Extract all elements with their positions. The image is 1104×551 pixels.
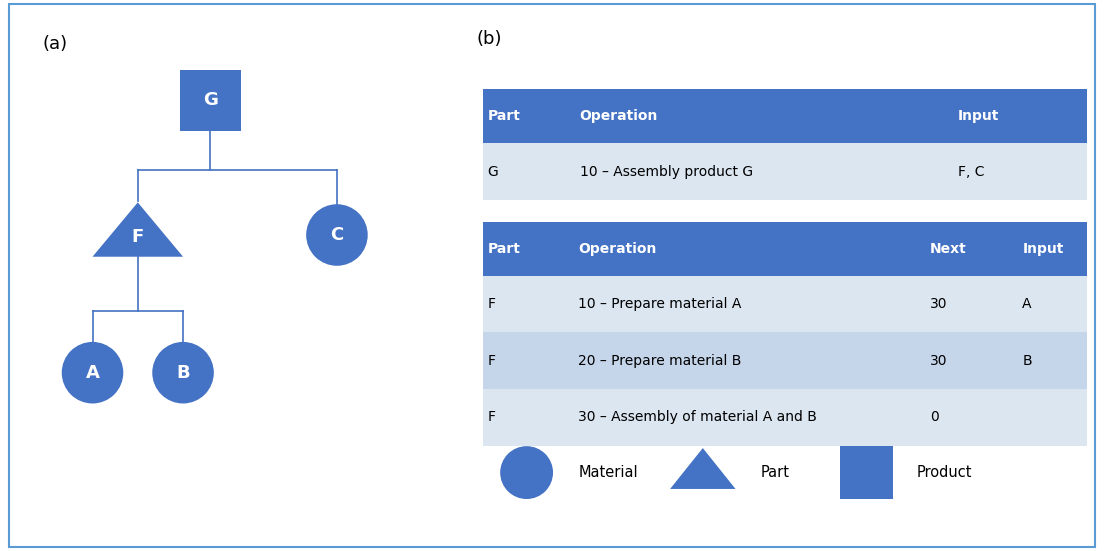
Text: Part: Part	[487, 241, 520, 256]
FancyBboxPatch shape	[180, 69, 241, 131]
FancyBboxPatch shape	[1018, 276, 1086, 332]
Text: Operation: Operation	[577, 241, 656, 256]
Text: (a): (a)	[43, 35, 67, 53]
FancyBboxPatch shape	[552, 332, 923, 389]
FancyBboxPatch shape	[552, 276, 923, 332]
Text: A: A	[86, 364, 99, 382]
Text: G: G	[487, 165, 498, 179]
Text: 10 – Assembly product G: 10 – Assembly product G	[580, 165, 753, 179]
FancyBboxPatch shape	[1018, 389, 1086, 446]
FancyBboxPatch shape	[482, 332, 552, 389]
Text: 20 – Prepare material B: 20 – Prepare material B	[577, 354, 741, 368]
FancyBboxPatch shape	[1018, 222, 1086, 276]
Text: G: G	[203, 91, 217, 109]
FancyBboxPatch shape	[482, 143, 552, 200]
Text: 30: 30	[930, 297, 947, 311]
Text: Operation: Operation	[580, 109, 658, 123]
Text: Product: Product	[916, 465, 973, 480]
Text: Part: Part	[761, 465, 789, 480]
Text: F, C: F, C	[958, 165, 985, 179]
Ellipse shape	[62, 342, 124, 403]
Text: Next: Next	[930, 241, 966, 256]
Text: F: F	[131, 228, 144, 246]
FancyBboxPatch shape	[552, 89, 948, 143]
Ellipse shape	[152, 342, 214, 403]
Text: Input: Input	[1022, 241, 1063, 256]
Polygon shape	[93, 202, 183, 257]
Polygon shape	[670, 448, 735, 489]
FancyBboxPatch shape	[923, 276, 1018, 332]
FancyBboxPatch shape	[552, 222, 923, 276]
Text: C: C	[330, 226, 343, 244]
Ellipse shape	[306, 204, 368, 266]
FancyBboxPatch shape	[948, 89, 1086, 143]
Text: (b): (b)	[476, 30, 501, 48]
FancyBboxPatch shape	[1018, 332, 1086, 389]
FancyBboxPatch shape	[923, 222, 1018, 276]
FancyBboxPatch shape	[482, 276, 552, 332]
Text: 10 – Prepare material A: 10 – Prepare material A	[577, 297, 741, 311]
Text: Material: Material	[578, 465, 638, 480]
Text: 0: 0	[930, 410, 938, 424]
Text: A: A	[1022, 297, 1032, 311]
Ellipse shape	[500, 446, 553, 499]
FancyBboxPatch shape	[482, 89, 552, 143]
FancyBboxPatch shape	[840, 446, 893, 499]
Text: Input: Input	[958, 109, 999, 123]
FancyBboxPatch shape	[923, 389, 1018, 446]
FancyBboxPatch shape	[482, 389, 552, 446]
Text: B: B	[177, 364, 190, 382]
Text: F: F	[487, 410, 496, 424]
FancyBboxPatch shape	[552, 389, 923, 446]
FancyBboxPatch shape	[552, 143, 948, 200]
FancyBboxPatch shape	[948, 143, 1086, 200]
Text: 30 – Assembly of material A and B: 30 – Assembly of material A and B	[577, 410, 817, 424]
Text: B: B	[1022, 354, 1032, 368]
FancyBboxPatch shape	[482, 222, 552, 276]
Text: F: F	[487, 354, 496, 368]
Text: Part: Part	[487, 109, 520, 123]
Text: 30: 30	[930, 354, 947, 368]
Text: F: F	[487, 297, 496, 311]
FancyBboxPatch shape	[923, 332, 1018, 389]
